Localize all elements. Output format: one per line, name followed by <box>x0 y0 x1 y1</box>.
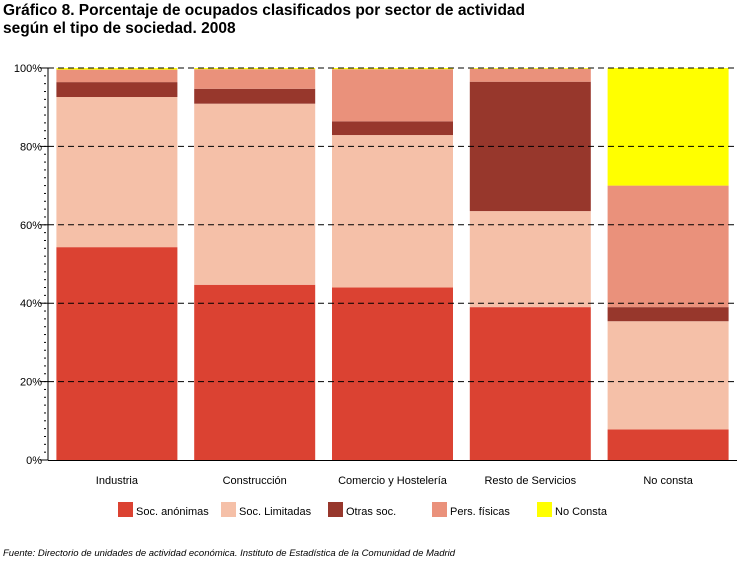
legend-label: Soc. anónimas <box>136 506 209 518</box>
bar-segment <box>194 284 316 460</box>
bar-segment <box>607 307 729 322</box>
bar-segment <box>607 321 729 430</box>
bar-segment <box>56 69 178 83</box>
x-tick-label: Industria <box>96 475 139 487</box>
legend-swatch <box>118 502 133 517</box>
x-tick-label: Resto de Servicios <box>484 475 576 487</box>
y-tick-label: 20% <box>20 377 42 389</box>
y-tick-label: 40% <box>20 298 42 310</box>
bar-segment <box>56 97 178 248</box>
bar-segment <box>56 82 178 98</box>
bar-segment <box>607 185 729 308</box>
y-tick-label: 100% <box>14 63 42 75</box>
bar-segment <box>194 68 316 70</box>
bar-segment <box>194 103 316 285</box>
stacked-bar-chart: Industria Construcción Comercio y Hosteler… <box>14 63 737 518</box>
legend-swatch <box>432 502 447 517</box>
chart-title-line2: según el tipo de sociedad. 2008 <box>3 20 236 37</box>
y-tick-label: 80% <box>20 141 42 153</box>
bar-segment <box>332 68 453 70</box>
source-note: Fuente: Directorio de unidades de activi… <box>3 548 456 559</box>
bar-segment <box>332 69 453 122</box>
bar-segment <box>607 68 729 186</box>
bar-segment <box>469 211 591 308</box>
x-tick-label: Comercio y Hostelería <box>338 475 448 487</box>
bar-segment <box>469 68 591 82</box>
bar-segment <box>56 68 178 70</box>
bar-segment <box>56 247 178 460</box>
bar-segment <box>332 287 453 460</box>
chart-title-line1: Gráfico 8. Porcentaje de ocupados clasif… <box>3 2 526 19</box>
chart-title: Gráfico 8. Porcentaje de ocupados clasif… <box>3 2 703 38</box>
y-tick-label: 60% <box>20 220 42 232</box>
legend-swatch <box>221 502 236 517</box>
y-tick-label: 0% <box>26 455 42 467</box>
legend-label: No Consta <box>555 506 608 518</box>
legend-label: Pers. físicas <box>450 506 510 518</box>
bar-segment <box>194 88 316 104</box>
legend-label: Otras soc. <box>346 506 396 518</box>
bar-segment <box>332 121 453 136</box>
legend-swatch <box>328 502 343 517</box>
legend-swatch <box>537 502 552 517</box>
x-tick-label: Construcción <box>223 475 287 487</box>
bar-segment <box>332 135 453 288</box>
bar-segment <box>194 69 316 89</box>
bar-segment <box>469 307 591 460</box>
bar-segment <box>607 429 729 460</box>
legend-label: Soc. Limitadas <box>239 506 312 518</box>
x-tick-label: No consta <box>643 475 693 487</box>
